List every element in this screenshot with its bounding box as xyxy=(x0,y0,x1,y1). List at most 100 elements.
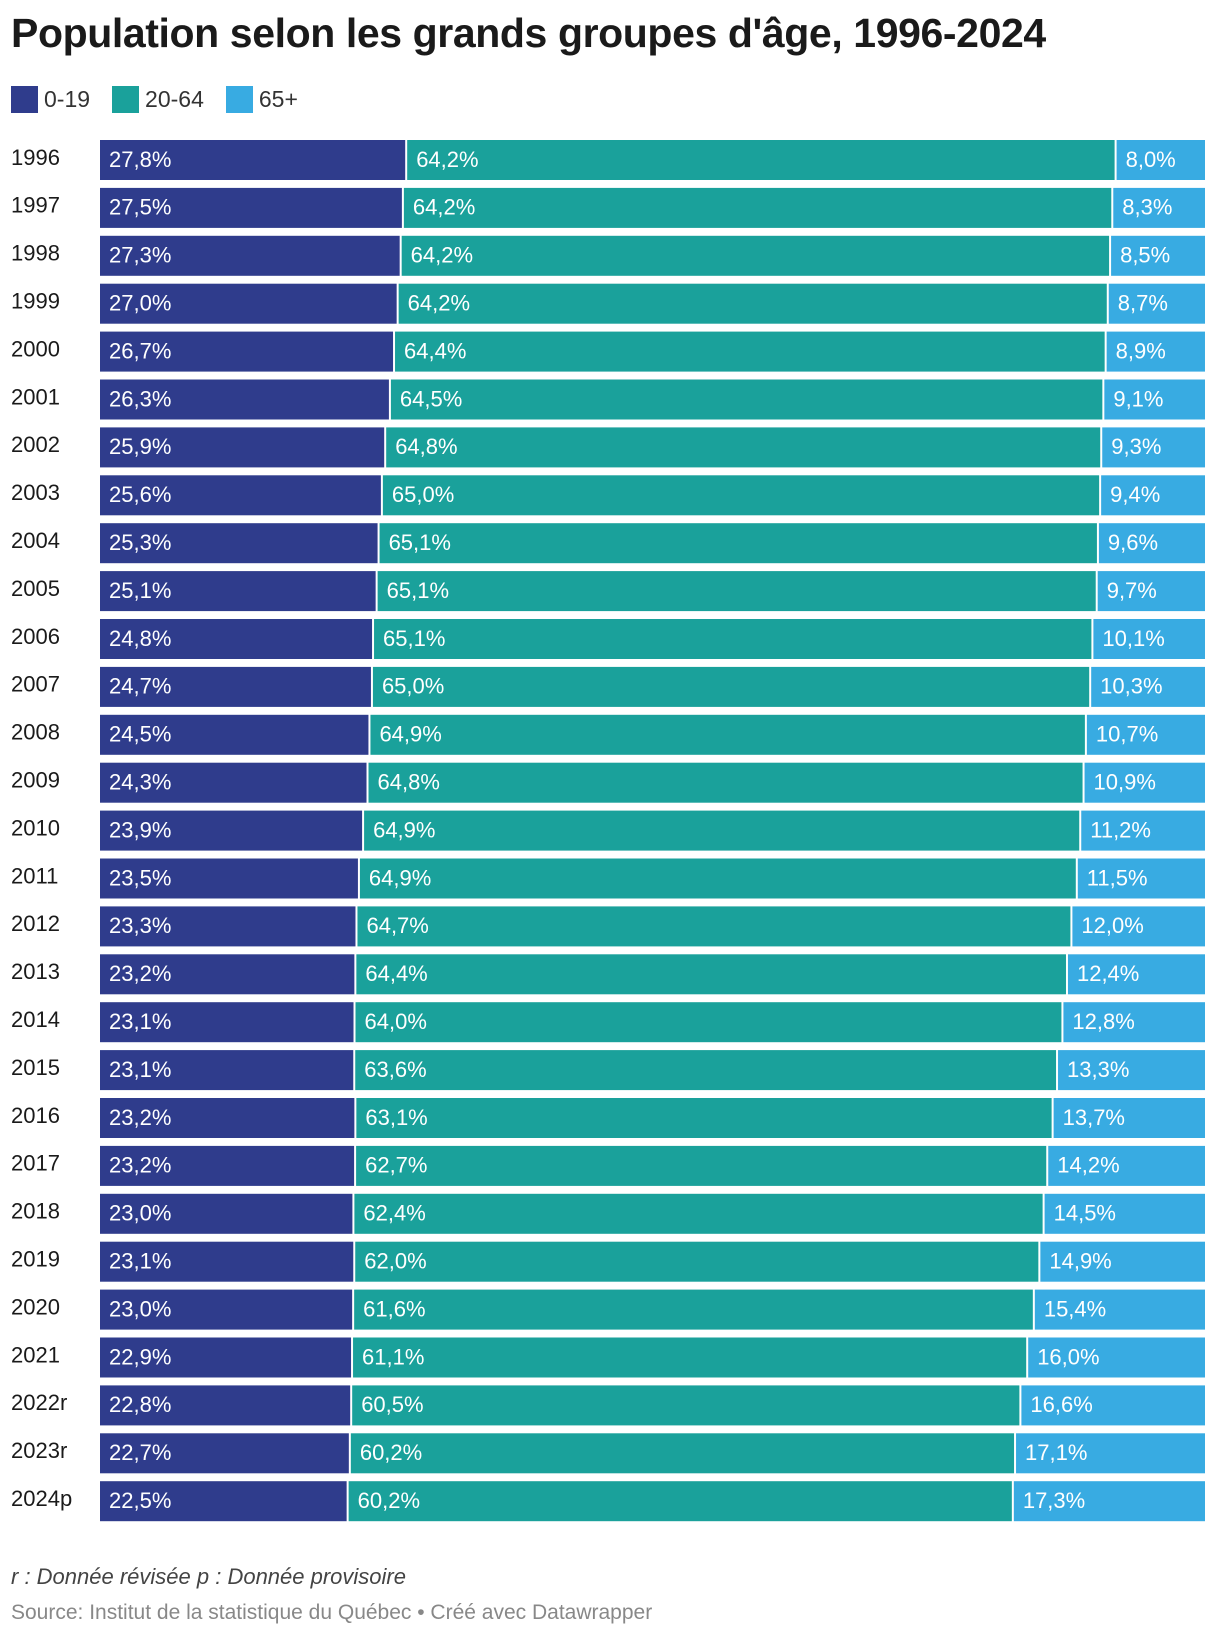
bar-segment-65+ xyxy=(1048,1145,1205,1186)
value-label: 9,1% xyxy=(1113,386,1163,411)
bar-segment-20-64 xyxy=(401,235,1110,276)
bar-segment-65+ xyxy=(1053,1098,1205,1138)
chart-title: Population selon les grands groupes d'âg… xyxy=(11,10,1046,56)
value-label: 23,1% xyxy=(109,1249,171,1274)
value-label: 10,1% xyxy=(1102,626,1164,651)
bar-segment-20-64 xyxy=(357,906,1071,947)
year-label: 2023r xyxy=(11,1438,67,1463)
bar-segment-20-64 xyxy=(354,1193,1043,1234)
value-label: 10,7% xyxy=(1096,722,1158,747)
value-label: 11,2% xyxy=(1090,817,1151,842)
value-label: 65,0% xyxy=(392,482,454,507)
year-label: 2005 xyxy=(11,576,60,601)
value-label: 27,0% xyxy=(109,291,171,316)
year-label: 2007 xyxy=(11,672,60,697)
bar-segment-0-19 xyxy=(100,1481,347,1522)
bar-segment-0-19 xyxy=(100,906,356,947)
value-label: 63,1% xyxy=(365,1105,427,1130)
year-label: 2018 xyxy=(11,1199,60,1224)
bar-segment-65+ xyxy=(1044,1193,1205,1234)
bar-segment-20-64 xyxy=(374,619,1092,659)
value-label: 64,7% xyxy=(366,913,428,938)
value-label: 9,6% xyxy=(1108,530,1158,555)
bar-segment-65+ xyxy=(1113,187,1205,228)
legend-item-20-64: 20-64 xyxy=(112,85,204,113)
bar-segment-65+ xyxy=(1016,1433,1205,1474)
year-label: 2006 xyxy=(11,624,60,649)
legend-label: 65+ xyxy=(258,85,298,112)
value-label: 62,4% xyxy=(363,1201,425,1226)
value-label: 14,2% xyxy=(1057,1153,1119,1178)
value-label: 64,9% xyxy=(379,722,441,747)
year-label: 2024p xyxy=(11,1486,72,1511)
bar-segment-0-19 xyxy=(100,1289,353,1330)
value-label: 65,1% xyxy=(387,578,449,603)
bar-segment-0-19 xyxy=(100,714,369,755)
value-label: 64,9% xyxy=(369,865,431,890)
bar-segment-65+ xyxy=(1084,762,1205,803)
bar-segment-0-19 xyxy=(100,1433,349,1474)
value-label: 26,7% xyxy=(109,338,171,363)
bar-segment-0-19 xyxy=(100,1050,354,1091)
legend-swatch xyxy=(112,85,140,113)
bar-segment-65+ xyxy=(1013,1481,1205,1522)
year-label: 2009 xyxy=(11,768,60,793)
value-label: 65,1% xyxy=(389,530,451,555)
value-label: 12,8% xyxy=(1072,1009,1134,1034)
value-label: 22,9% xyxy=(109,1344,171,1369)
year-label: 1999 xyxy=(11,289,60,314)
bar-segment-65+ xyxy=(1097,571,1205,612)
value-label: 62,0% xyxy=(364,1249,426,1274)
value-label: 23,1% xyxy=(109,1057,171,1082)
value-label: 24,5% xyxy=(109,722,171,747)
year-label: 2017 xyxy=(11,1151,60,1176)
bar-segment-20-64 xyxy=(377,571,1096,612)
bar-segment-0-19 xyxy=(100,858,358,899)
value-label: 9,4% xyxy=(1110,482,1160,507)
value-label: 23,5% xyxy=(109,865,171,890)
year-label: 2002 xyxy=(11,432,60,457)
year-label: 2014 xyxy=(11,1007,60,1032)
bar-segment-0-19 xyxy=(100,1098,355,1138)
bar-segment-65+ xyxy=(1072,906,1205,947)
value-label: 61,1% xyxy=(362,1344,424,1369)
value-label: 8,3% xyxy=(1122,195,1172,220)
bar-segment-65+ xyxy=(1077,858,1205,899)
bar-segment-65+ xyxy=(1034,1289,1205,1330)
bar-segment-20-64 xyxy=(382,475,1100,516)
value-label: 27,5% xyxy=(109,195,171,220)
bar-segment-65+ xyxy=(1101,475,1205,516)
value-label: 8,9% xyxy=(1116,338,1166,363)
value-label: 24,7% xyxy=(109,674,171,699)
value-label: 64,2% xyxy=(413,195,475,220)
value-label: 16,6% xyxy=(1030,1392,1092,1417)
value-label: 60,2% xyxy=(360,1440,422,1465)
value-label: 64,2% xyxy=(411,243,473,268)
bar-segment-0-19 xyxy=(100,954,355,995)
value-label: 25,6% xyxy=(109,482,171,507)
value-label: 64,4% xyxy=(365,961,427,986)
bar-segment-65+ xyxy=(1111,235,1206,276)
bar-segment-65+ xyxy=(1093,619,1205,659)
bar-segment-20-64 xyxy=(368,762,1083,803)
value-label: 61,6% xyxy=(363,1296,425,1321)
bar-segment-0-19 xyxy=(100,1145,355,1186)
value-label: 64,5% xyxy=(400,386,462,411)
value-label: 63,6% xyxy=(364,1057,426,1082)
value-label: 64,0% xyxy=(365,1009,427,1034)
legend: 0-19 20-64 65+ xyxy=(11,84,320,114)
value-label: 25,1% xyxy=(109,578,171,603)
value-label: 8,7% xyxy=(1118,291,1168,316)
bar-segment-20-64 xyxy=(398,283,1107,324)
value-label: 64,8% xyxy=(395,434,457,459)
bar-segment-20-64 xyxy=(356,1145,1047,1186)
bar-segment-0-19 xyxy=(100,187,402,228)
year-label: 1997 xyxy=(11,193,60,218)
bar-segment-65+ xyxy=(1108,283,1205,324)
year-label: 2008 xyxy=(11,720,60,745)
bar-segment-65+ xyxy=(1063,1002,1205,1043)
value-label: 10,3% xyxy=(1100,674,1162,699)
bar-segment-20-64 xyxy=(356,954,1066,995)
bar-segment-0-19 xyxy=(100,762,367,803)
legend-label: 20-64 xyxy=(145,85,204,112)
